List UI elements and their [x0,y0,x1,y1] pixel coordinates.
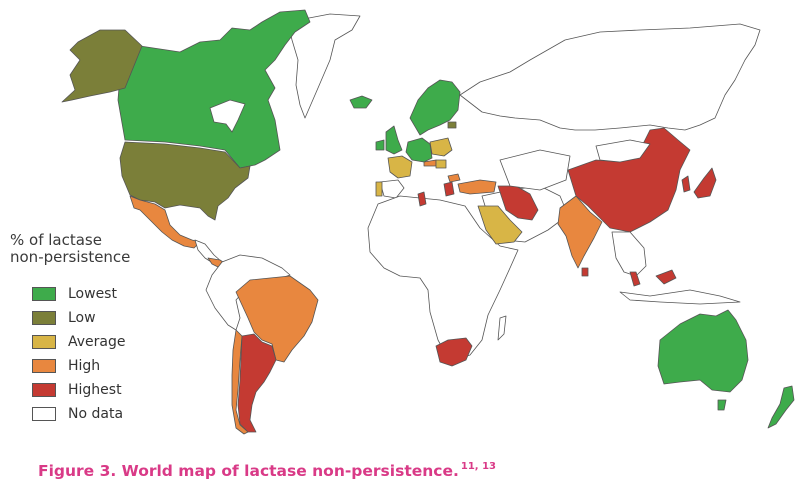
caption-references: 11, 13 [460,461,496,472]
legend-label: Low [68,310,96,326]
legend-swatch-lowest [32,287,56,301]
region-spain [379,179,405,199]
region-tunisia [417,191,427,207]
legend-item-low: Low [10,306,170,330]
region-france [387,155,413,179]
legend-title-line1: % of lactase [10,231,102,249]
region-germany [405,137,433,163]
region-sri-lanka [581,267,589,277]
region-bulgaria [447,173,461,183]
region-usa [119,141,251,221]
region-saudi-arabia [477,205,523,245]
region-south-america-north [205,254,291,331]
legend-item-average: Average [10,330,170,354]
region-uk [385,125,403,155]
legend-title: % of lactase non-persistence [10,232,170,266]
region-alaska [61,29,143,103]
region-estonia [447,121,457,129]
region-portugal [375,181,383,197]
legend-label: Lowest [68,286,117,302]
region-india [557,195,603,269]
legend-label: Highest [68,382,122,398]
region-se-asia [611,231,647,277]
region-turkey [457,179,497,195]
region-malaysia-borneo [655,269,677,285]
legend-swatch-average [32,335,56,349]
region-scandinavia [409,79,461,136]
hudson-bay [209,99,246,133]
legend-title-line2: non-persistence [10,248,131,266]
region-ireland [375,139,385,151]
caption-text: Figure 3. World map of lactase non-persi… [38,462,459,480]
map-legend: % of lactase non-persistence Lowest Low … [10,232,170,426]
region-greenland [287,13,361,119]
legend-label: High [68,358,101,374]
legend-swatch-no-data [32,407,56,421]
region-australia [657,309,749,393]
region-madagascar [497,315,507,341]
region-canada [117,9,311,169]
region-south-africa [435,337,473,367]
region-mongolia [595,139,651,163]
region-tasmania [717,399,727,411]
region-hungary [435,159,447,169]
legend-label: No data [68,406,124,422]
legend-label: Average [68,334,126,350]
region-argentina [237,333,277,433]
region-russia [459,23,761,131]
region-japan [693,167,717,199]
region-malaysia-peninsula [629,271,641,287]
legend-swatch-high [32,359,56,373]
legend-item-no-data: No data [10,402,170,426]
region-greece [443,181,455,197]
legend-item-highest: Highest [10,378,170,402]
legend-swatch-low [32,311,56,325]
region-iceland [349,95,373,109]
region-brazil [235,275,319,363]
legend-item-high: High [10,354,170,378]
region-poland [429,137,453,157]
region-new-zealand [767,385,795,429]
legend-swatch-highest [32,383,56,397]
region-central-asia [499,149,571,191]
region-indonesia [619,289,741,305]
figure-caption: Figure 3. World map of lactase non-persi… [38,461,496,480]
legend-item-lowest: Lowest [10,282,170,306]
region-africa [367,195,519,363]
region-korea [681,175,691,193]
